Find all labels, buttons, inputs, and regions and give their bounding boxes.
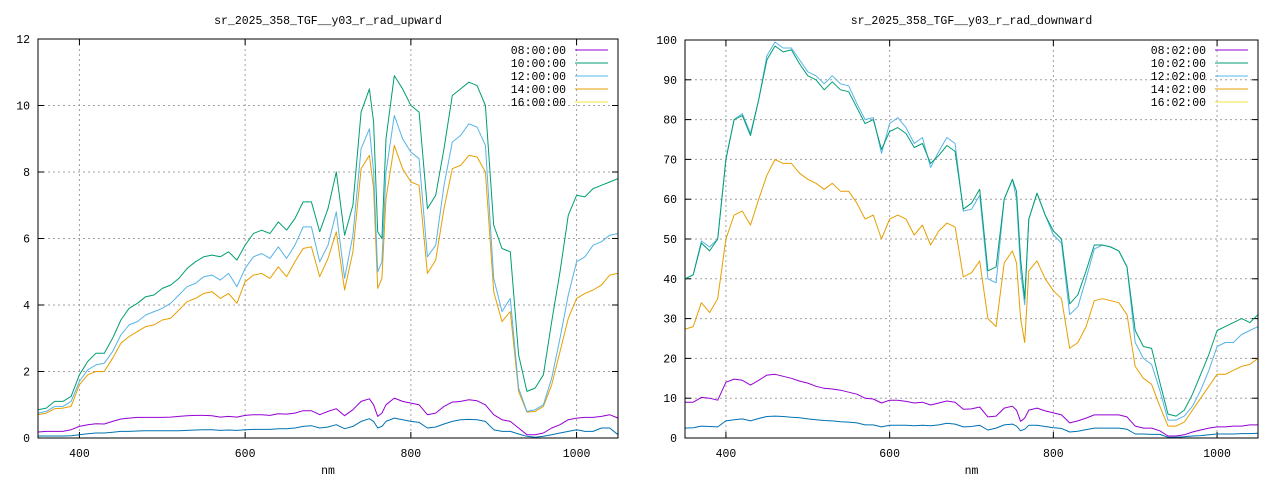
y-tick-label: 60 bbox=[663, 194, 677, 207]
plot-border bbox=[684, 39, 1259, 439]
x-tick-label: 1000 bbox=[563, 448, 591, 461]
x-tick-label: 800 bbox=[400, 448, 421, 461]
y-tick-label: 10 bbox=[16, 101, 30, 114]
series-line-08-00-00 bbox=[38, 397, 618, 436]
y-tick-label: 20 bbox=[663, 353, 677, 366]
legend-label: 08:00:00 bbox=[511, 45, 566, 58]
series-lines bbox=[38, 75, 618, 438]
series-line-08-02-00 bbox=[685, 373, 1258, 437]
y-tick-label: 70 bbox=[663, 154, 677, 167]
y-tick-label: 50 bbox=[663, 234, 677, 247]
y-tick-label: 6 bbox=[23, 234, 30, 247]
series-line-unlabeled bbox=[38, 417, 618, 438]
y-tick-label: 90 bbox=[663, 75, 677, 88]
series-line-14-00-00 bbox=[38, 144, 618, 416]
x-tick-label: 600 bbox=[235, 448, 256, 461]
series-line-14-02-00 bbox=[685, 158, 1258, 427]
plot-border bbox=[37, 38, 619, 439]
legend-label: 14:00:00 bbox=[511, 84, 566, 97]
x-tick-label: 800 bbox=[1043, 448, 1064, 461]
y-tick-label: 12 bbox=[16, 34, 30, 47]
x-axis-label: nm bbox=[965, 465, 979, 478]
legend-label: 10:00:00 bbox=[511, 58, 566, 71]
series-line-unlabeled bbox=[685, 415, 1258, 438]
legend-label: 10:02:00 bbox=[1151, 58, 1206, 71]
series-line-10-00-00 bbox=[38, 75, 618, 411]
y-tick-label: 40 bbox=[663, 274, 677, 287]
y-tick-label: 8 bbox=[23, 167, 30, 180]
x-axis-label: nm bbox=[321, 465, 335, 478]
legend-label: 12:02:00 bbox=[1151, 71, 1206, 84]
chart-panel-2: 0 10 20 30 40 50 60 70 80 90 100 400 600 800 1000 08:02… bbox=[656, 15, 1259, 478]
y-tick-label: 0 bbox=[670, 433, 677, 446]
legend-label: 12:00:00 bbox=[511, 71, 566, 84]
y-tick-label: 4 bbox=[23, 300, 30, 313]
y-tick-label: 0 bbox=[23, 433, 30, 446]
x-tick-label: 400 bbox=[716, 448, 737, 461]
y-tick-label: 100 bbox=[656, 35, 677, 48]
series-line-12-02-00 bbox=[685, 41, 1258, 421]
y-tick-label: 10 bbox=[663, 393, 677, 406]
series-lines bbox=[685, 41, 1258, 438]
chart-title: sr_2025_358_TGF__y03_r_rad_downward bbox=[851, 15, 1093, 28]
series-line-10-02-00 bbox=[685, 45, 1258, 417]
legend-label: 08:02:00 bbox=[1151, 45, 1206, 58]
y-tick-label: 2 bbox=[23, 367, 30, 380]
y-tick-label: 80 bbox=[663, 115, 677, 128]
series-line-12-00-00 bbox=[38, 115, 618, 414]
y-tick-label: 30 bbox=[663, 314, 677, 327]
legend-label: 14:02:00 bbox=[1151, 84, 1206, 97]
chart-panel-1: 0 2 4 6 8 10 12 400 600 800 1000 08:00:0010:00:0012… bbox=[16, 15, 619, 478]
chart-title: sr_2025_358_TGF__y03_r_rad_upward bbox=[214, 15, 442, 28]
x-tick-label: 400 bbox=[69, 448, 90, 461]
x-tick-label: 1000 bbox=[1203, 448, 1231, 461]
legend-label: 16:00:00 bbox=[511, 97, 566, 110]
x-tick-label: 600 bbox=[879, 448, 900, 461]
legend-label: 16:02:00 bbox=[1151, 97, 1206, 110]
